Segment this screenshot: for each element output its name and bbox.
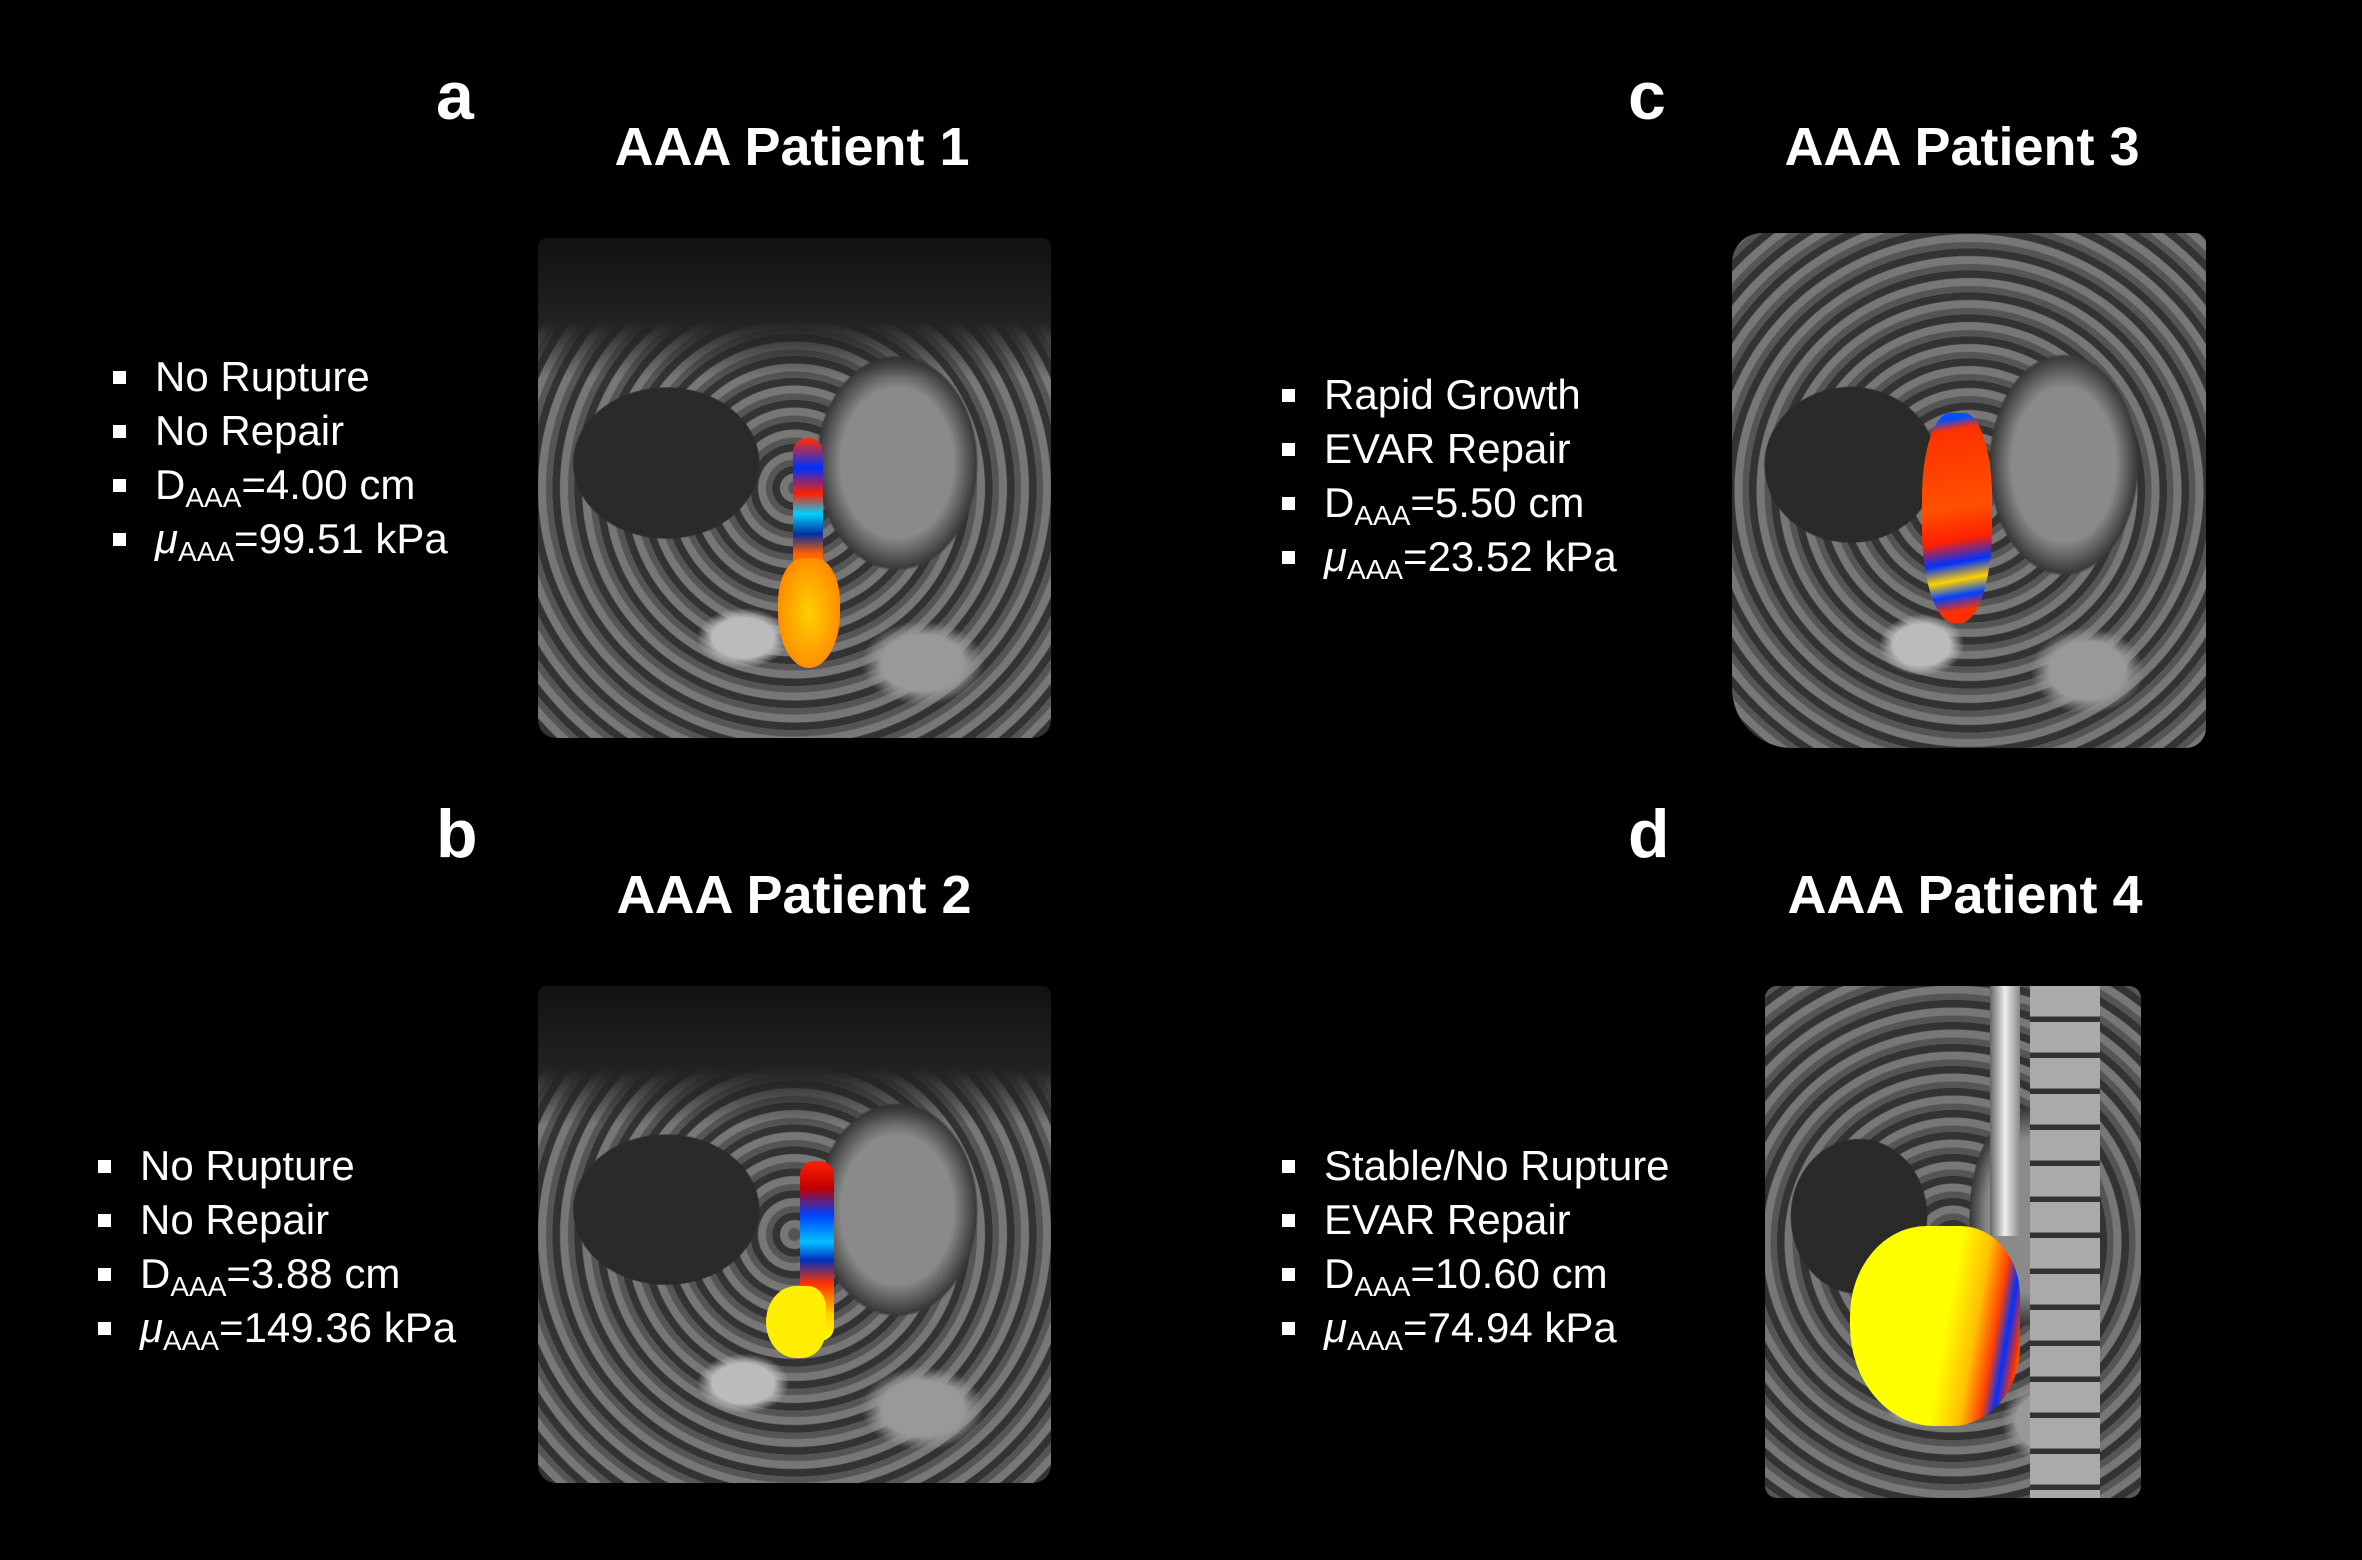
mri-image [538,986,1051,1483]
panel-title: AAA Patient 4 [1787,865,2143,925]
panel-label: d [1628,796,1670,872]
list-item: No Repair [98,1193,456,1247]
diameter-item: DAAA=10.60 cm [1282,1247,1670,1301]
mri-image [1732,233,2206,748]
mri-image [1765,986,2141,1498]
list-item: EVAR Repair [1282,1193,1670,1247]
panel-title: AAA Patient 3 [1784,117,2140,177]
panel-title: AAA Patient 1 [614,117,970,177]
list-item: No Rupture [113,350,448,404]
diameter-item: DAAA=4.00 cm [113,458,448,512]
list-item: EVAR Repair [1282,422,1617,476]
list-item: Rapid Growth [1282,368,1617,422]
panel-label: c [1628,58,1666,134]
panel-label: b [436,796,478,872]
mri-image [538,238,1051,738]
list-item: No Rupture [98,1139,456,1193]
patient-info-list: Stable/No Rupture EVAR Repair DAAA=10.60… [1282,1139,1670,1355]
list-item: Stable/No Rupture [1282,1139,1670,1193]
modulus-item: μAAA=23.52 kPa [1282,530,1617,584]
panel-label: a [436,58,474,134]
patient-info-list: No Rupture No Repair DAAA=3.88 cm μAAA=1… [98,1139,456,1355]
list-item: No Repair [113,404,448,458]
patient-info-list: Rapid Growth EVAR Repair DAAA=5.50 cm μA… [1282,368,1617,584]
modulus-item: μAAA=74.94 kPa [1282,1301,1670,1355]
diameter-item: DAAA=3.88 cm [98,1247,456,1301]
diameter-item: DAAA=5.50 cm [1282,476,1617,530]
panel-title: AAA Patient 2 [616,865,972,925]
modulus-item: μAAA=99.51 kPa [113,512,448,566]
patient-info-list: No Rupture No Repair DAAA=4.00 cm μAAA=9… [113,350,448,566]
modulus-item: μAAA=149.36 kPa [98,1301,456,1355]
